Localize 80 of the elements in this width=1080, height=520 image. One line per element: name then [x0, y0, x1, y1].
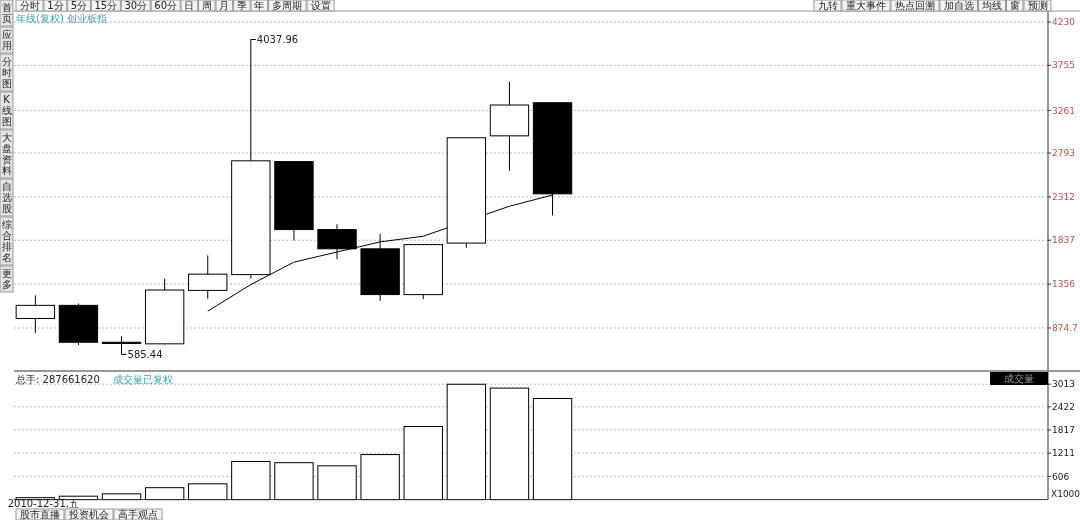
bar: [274, 462, 314, 501]
bar: [144, 487, 185, 501]
side-tab: 更多: [0, 265, 14, 293]
y-tick-label: 3755: [1052, 60, 1075, 71]
tab-button: 高手观点: [113, 508, 163, 520]
y-tick-label: 606: [1052, 471, 1070, 482]
chart-title: 年线(复权) 创业板指: [16, 13, 107, 24]
annotation: 成交量: [1004, 373, 1034, 384]
tab-button: 均线: [978, 0, 1006, 12]
bar: [317, 465, 357, 501]
annotation: 加自选: [943, 0, 974, 11]
chart-title: 总手: 287661620: [15, 374, 100, 385]
annotation: 重大事件: [846, 0, 886, 11]
tab-button: 热点回溯: [890, 0, 940, 12]
tab-button: 股市直播: [15, 508, 65, 520]
annotation: 1分: [47, 0, 64, 11]
x-tick-label: 2010-12-31,五: [7, 498, 79, 510]
annotation: 4037.96: [256, 34, 299, 46]
annotation: 30分: [124, 0, 148, 11]
y-tick-label: 2793: [1052, 148, 1075, 159]
tab-button: 月: [215, 0, 234, 12]
side-tab: 大盘资料: [0, 129, 14, 179]
tab-button: 1分: [43, 0, 68, 12]
side-tab: K线图: [0, 91, 14, 130]
y-tick-label: 874.7: [1052, 323, 1078, 334]
annotation: 设置: [310, 0, 331, 11]
side-tab: 应用: [0, 26, 14, 54]
tab-button: 年: [250, 0, 269, 12]
tab-button: 日: [180, 0, 199, 12]
annotation: 月: [219, 0, 230, 11]
annotation: 日: [184, 0, 195, 11]
bar: [532, 397, 573, 501]
y-tick-label: 1837: [1052, 235, 1075, 246]
annotation: 分时: [19, 0, 40, 11]
side-tab: 分时图: [0, 53, 14, 92]
bar: [403, 425, 443, 501]
annotation: 年: [254, 0, 265, 11]
annotation: 九转: [817, 0, 838, 11]
tab-button: 30分: [120, 0, 151, 12]
bar: [360, 454, 400, 501]
bar: [446, 383, 487, 501]
side-tab: 首页: [0, 0, 14, 27]
tab-button: 预测: [1023, 0, 1052, 12]
tab-button: 窗: [1006, 0, 1024, 12]
tab-button: 周: [198, 0, 216, 12]
annotation: 周: [201, 0, 212, 11]
annotation: 窗: [1009, 0, 1020, 11]
annotation: 预测: [1027, 0, 1048, 11]
tab-button: 投资机会: [64, 508, 114, 520]
y-tick-label: 2312: [1052, 192, 1075, 203]
annotation: 热点回溯: [895, 0, 935, 11]
tab-button: 5分: [67, 0, 91, 12]
tab-button: 分时: [15, 0, 44, 12]
bar: [489, 387, 530, 501]
y-tick-label: 1356: [1052, 279, 1076, 290]
tab-button: 15分: [90, 0, 121, 12]
y-tick-label: 1211: [1052, 448, 1075, 459]
tab-button: 重大事件: [841, 0, 891, 12]
y-tick-label: 2422: [1052, 401, 1075, 412]
tab-button: 九转: [813, 0, 842, 12]
side-tab: 综合排名: [0, 216, 14, 266]
y-tick-label: 3261: [1052, 105, 1075, 116]
y-tick-label: 3013: [1052, 379, 1075, 390]
y-tick-label: 4230: [1052, 17, 1076, 28]
bar: [231, 461, 271, 501]
tab-button: 季: [233, 0, 251, 12]
annotation: 成交量已复权: [113, 374, 174, 385]
annotation: 多周期: [272, 0, 303, 11]
bar: [188, 483, 228, 501]
tab-button: 设置: [306, 0, 335, 12]
annotation: 季: [236, 0, 247, 11]
annotation: 60分: [154, 0, 178, 11]
tab-button: 加自选: [939, 0, 978, 12]
tab-button: 60分: [150, 0, 181, 12]
annotation: 585.44: [127, 348, 163, 360]
annotation: 15分: [94, 0, 118, 11]
y-axis-title: X1000: [1051, 489, 1080, 500]
side-tab: 自选股: [0, 178, 14, 217]
annotation: 均线: [981, 0, 1002, 11]
y-tick-label: 1817: [1052, 425, 1075, 436]
